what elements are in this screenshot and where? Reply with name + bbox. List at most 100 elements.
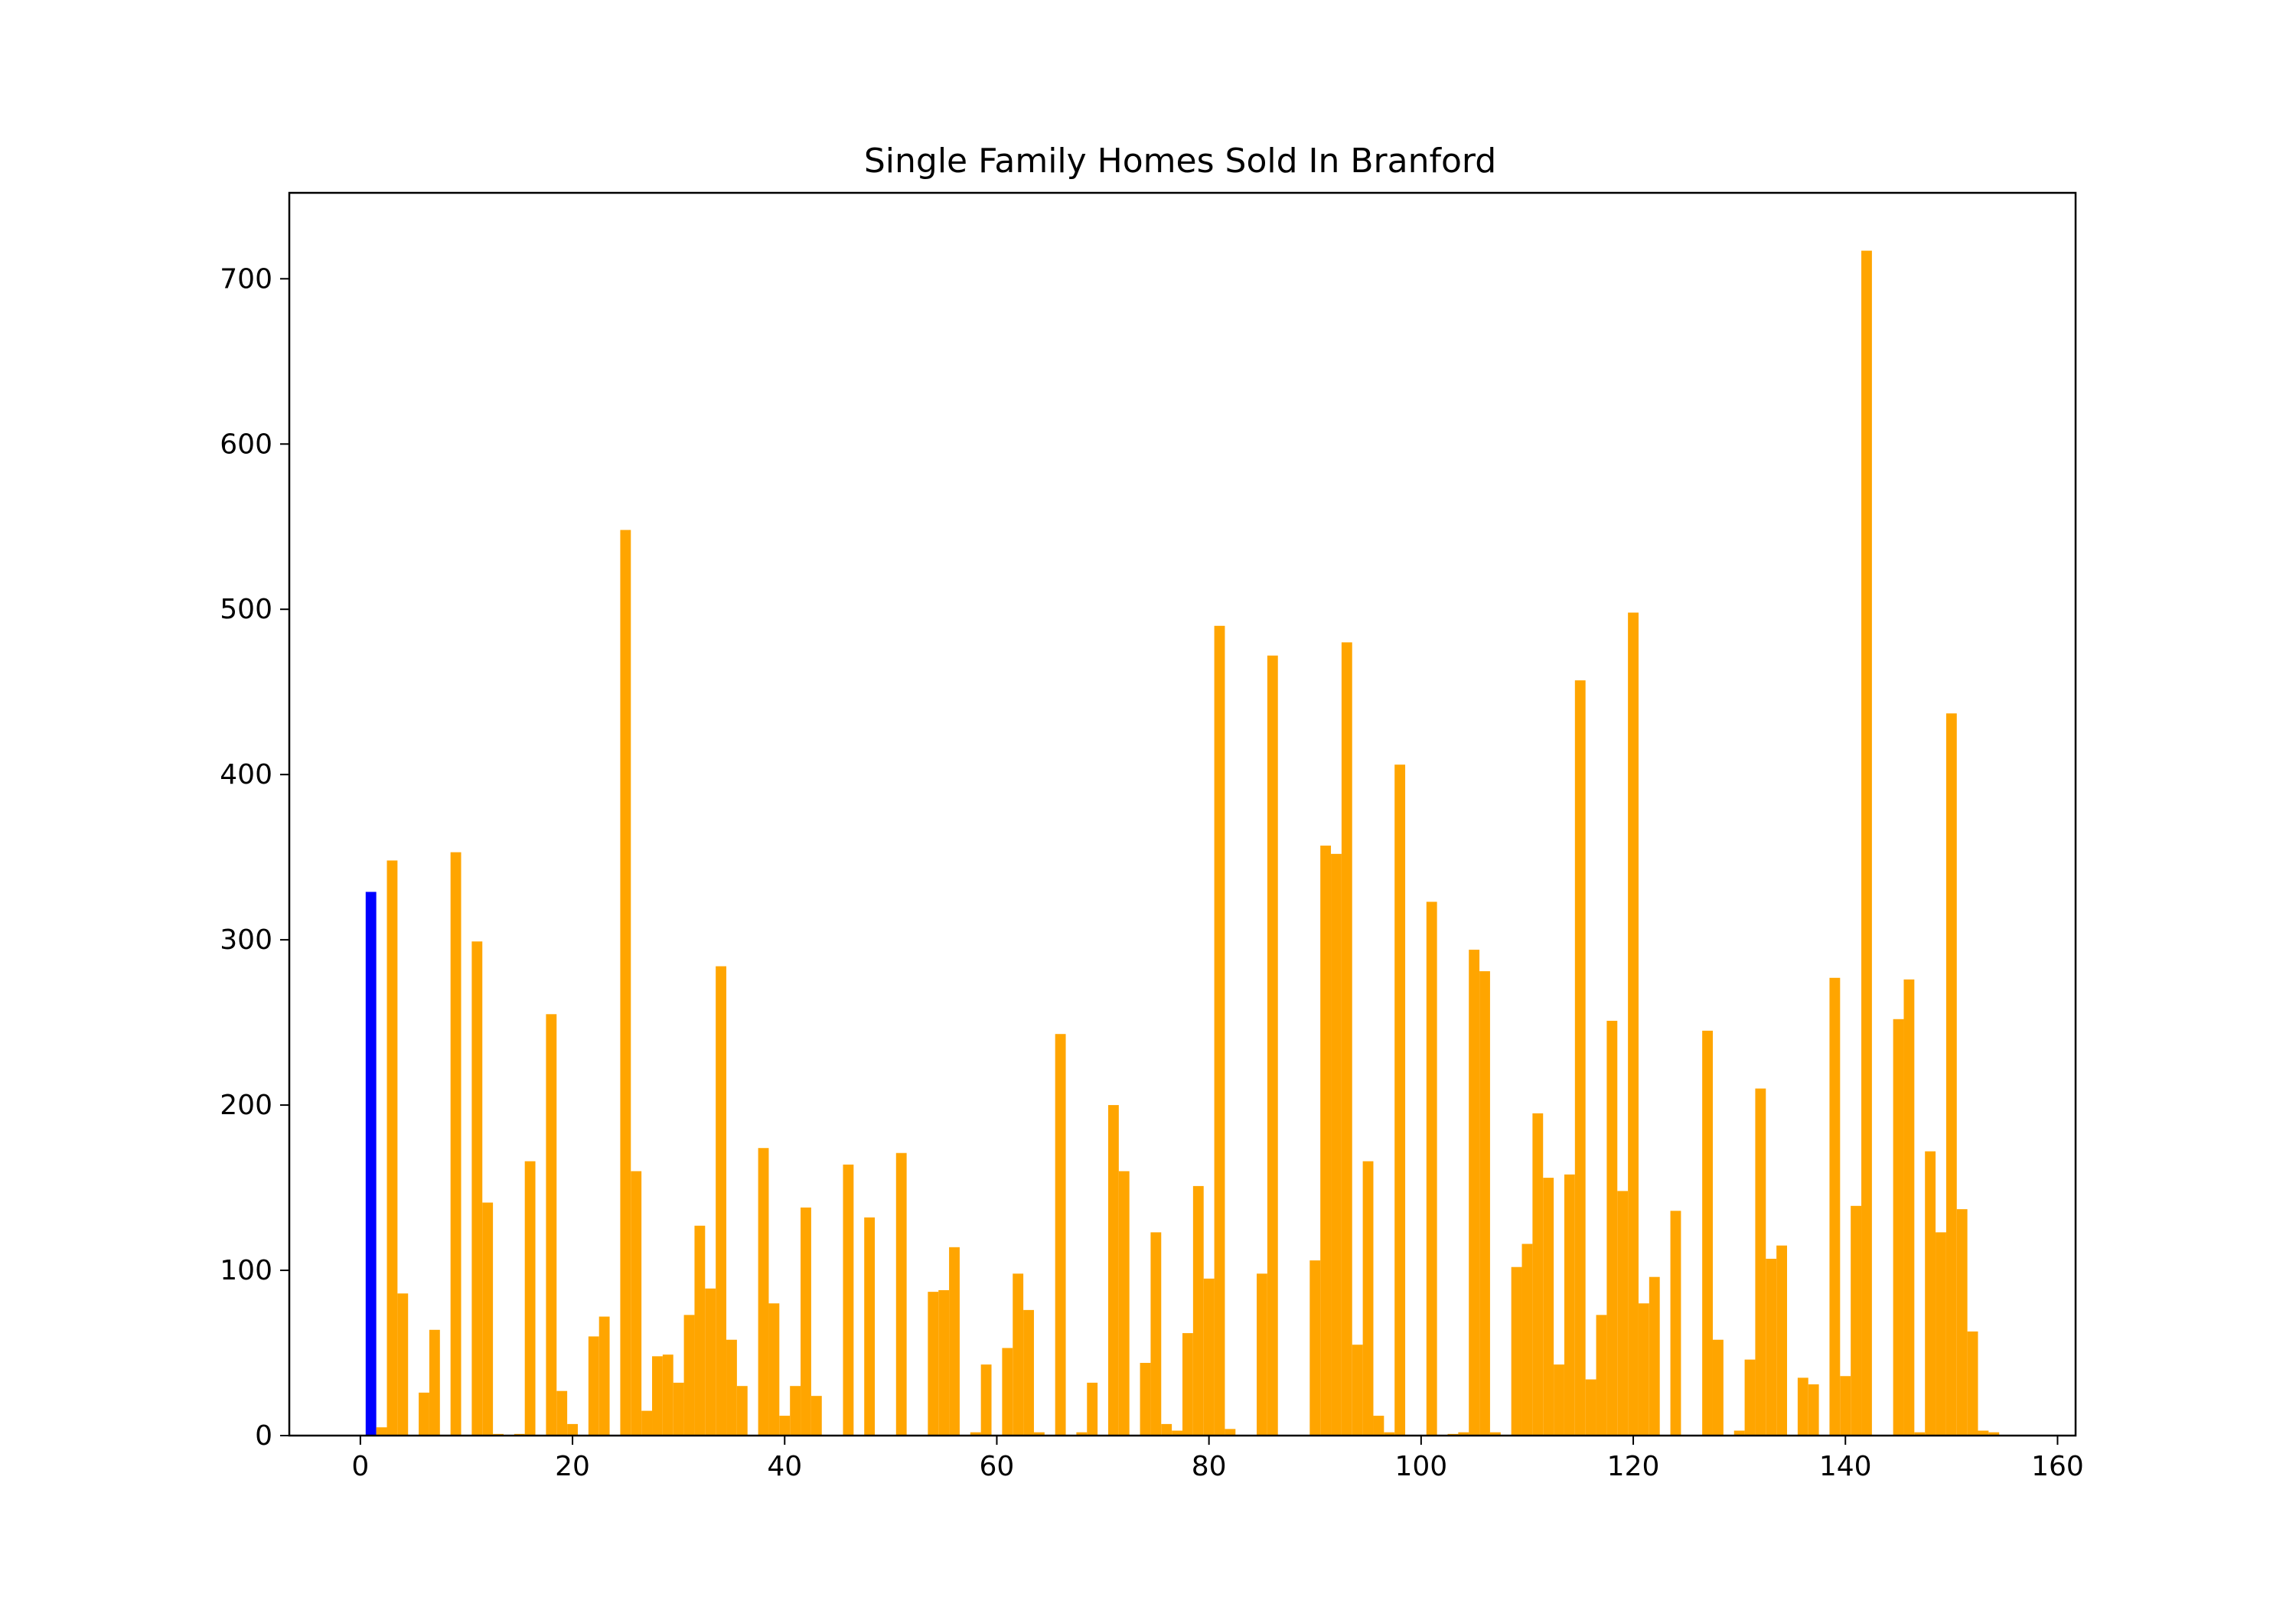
bar: [1797, 1377, 1808, 1436]
bar: [1521, 1244, 1533, 1436]
bar: [1829, 977, 1841, 1436]
bar: [1489, 1432, 1501, 1436]
bar: [1002, 1348, 1013, 1436]
bar: [1192, 1185, 1204, 1436]
bar: [1055, 1034, 1066, 1436]
bar: [1712, 1339, 1724, 1436]
x-tick-label: 160: [2031, 1451, 2084, 1482]
bar: [1755, 1088, 1766, 1436]
bar: [716, 966, 727, 1436]
y-tick-label: 200: [220, 1090, 272, 1121]
bar: [1023, 1309, 1034, 1436]
bar: [386, 860, 398, 1436]
y-tick-label: 0: [255, 1420, 272, 1452]
bar: [1628, 612, 1639, 1436]
bar: [631, 1171, 642, 1436]
bar: [1606, 1020, 1618, 1436]
y-axis: 0 100 200 300 400 500 600 700: [220, 263, 289, 1452]
bar: [376, 1427, 387, 1436]
bar: [1670, 1211, 1681, 1436]
y-tick-label: 400: [220, 759, 272, 790]
bar: [779, 1416, 791, 1436]
bars-group: [365, 250, 2000, 1436]
bar: [1118, 1171, 1130, 1436]
bar: [471, 941, 483, 1436]
bar: [1225, 1429, 1236, 1436]
bar: [419, 1392, 429, 1436]
bar: [1426, 901, 1437, 1436]
bar: [1320, 846, 1332, 1436]
bar: [1172, 1430, 1182, 1436]
bar: [1161, 1423, 1172, 1436]
bar: [397, 1293, 409, 1436]
bar: [1479, 971, 1490, 1436]
bar: [1203, 1278, 1215, 1436]
bar: [1945, 713, 1957, 1436]
bar: [895, 1152, 907, 1436]
bar: [1564, 1174, 1575, 1436]
bar: [1352, 1345, 1363, 1436]
bar: [652, 1356, 663, 1436]
y-tick-label: 300: [220, 924, 272, 956]
bar: [1851, 1205, 1862, 1436]
bar: [1214, 625, 1225, 1436]
bar: [1394, 764, 1406, 1436]
bar: [1733, 1430, 1745, 1436]
bar: [1914, 1432, 1926, 1436]
bar: [843, 1164, 854, 1436]
bar: [864, 1217, 876, 1436]
x-tick-label: 140: [1819, 1451, 1872, 1482]
bar: [1649, 1276, 1660, 1436]
bar: [598, 1316, 610, 1436]
bar: [1331, 853, 1342, 1436]
x-tick-label: 40: [767, 1451, 802, 1482]
bar: [1107, 1105, 1119, 1436]
bar: [524, 1161, 536, 1436]
x-tick-label: 80: [1192, 1451, 1227, 1482]
bar: [546, 1014, 557, 1436]
bar: [768, 1303, 780, 1436]
bar: [429, 1329, 440, 1436]
bar: [1766, 1258, 1777, 1436]
bar: [1511, 1266, 1522, 1436]
bar: [683, 1315, 695, 1436]
bar: [938, 1289, 950, 1436]
bar: [1543, 1178, 1554, 1436]
bar: [662, 1354, 673, 1436]
bar: [1978, 1430, 1989, 1436]
bar: [970, 1432, 981, 1436]
x-axis: 0 20 40 60 80 100 120 140 160: [351, 1436, 2084, 1482]
bar: [450, 852, 461, 1436]
bar: [1033, 1432, 1045, 1436]
bar: [641, 1410, 653, 1436]
bar: [758, 1148, 769, 1436]
bar: [1341, 642, 1352, 1436]
bar: [1776, 1245, 1788, 1436]
y-tick-label: 700: [220, 263, 272, 295]
bar: [1585, 1379, 1596, 1436]
x-tick-label: 60: [980, 1451, 1015, 1482]
bar: [1638, 1303, 1649, 1436]
bar: [1532, 1113, 1544, 1436]
bar: [1956, 1209, 1968, 1436]
bar: [1458, 1432, 1469, 1436]
plot-frame: [288, 191, 2077, 1437]
bar: [928, 1292, 939, 1436]
x-tick-label: 100: [1394, 1451, 1447, 1482]
bar: [1574, 680, 1586, 1436]
bar: [1267, 655, 1278, 1436]
bar: [1087, 1382, 1098, 1436]
bar: [365, 892, 377, 1436]
bar: [1140, 1362, 1151, 1436]
chart-title: Single Family Homes Sold In Branford: [864, 142, 1496, 181]
bar: [1257, 1273, 1267, 1436]
x-tick-label: 120: [1607, 1451, 1660, 1482]
bar: [1617, 1191, 1629, 1436]
bar: [1988, 1432, 2000, 1436]
bar: [1702, 1030, 1713, 1436]
bar: [1808, 1384, 1819, 1436]
bar: [673, 1382, 684, 1436]
bar: [567, 1423, 578, 1436]
bar: [736, 1386, 748, 1436]
